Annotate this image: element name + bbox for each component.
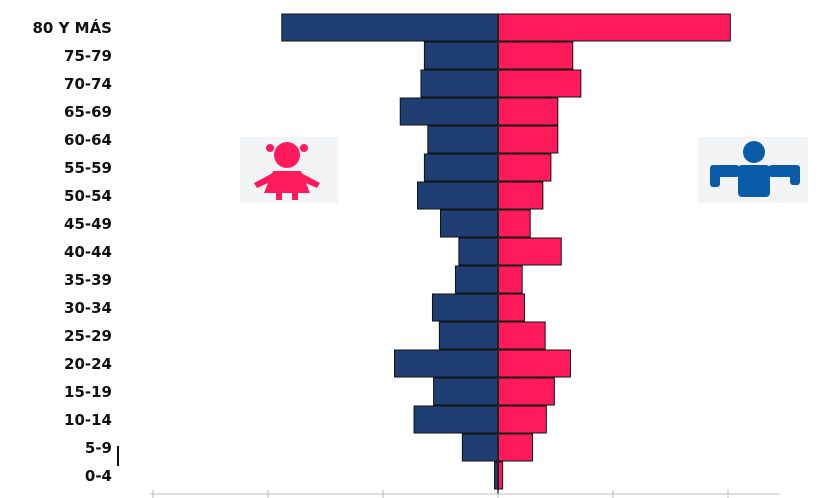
bar-right-15 [497,433,533,462]
bar-right-2 [497,69,582,98]
category-label-15: 5-9 [85,439,112,457]
bar-right-0 [497,13,731,42]
category-label-5: 55-59 [64,159,112,177]
bar-left-6 [417,181,499,210]
bar-right-9 [497,265,523,294]
bar-left-15 [461,433,499,462]
category-label-2: 70-74 [64,75,112,93]
bar-right-3 [497,97,559,126]
bar-left-1 [423,41,499,70]
bar-left-5 [423,153,499,182]
bar-left-8 [458,237,499,266]
category-label-11: 25-29 [64,327,112,345]
bar-left-10 [431,293,499,322]
category-label-6: 50-54 [64,187,112,205]
bar-left-11 [438,321,499,350]
bar-right-13 [497,377,555,406]
category-label-3: 65-69 [64,103,112,121]
bar-left-7 [440,209,499,238]
category-label-16: 0-4 [85,467,112,485]
bar-right-6 [497,181,544,210]
category-label-13: 15-19 [64,383,112,401]
bar-right-12 [497,349,571,378]
bar-left-9 [454,265,499,294]
category-label-1: 75-79 [64,47,112,65]
boy-icon [698,137,808,203]
bar-right-8 [497,237,562,266]
bars-left-series [281,13,499,490]
bar-right-5 [497,153,552,182]
category-label-12: 20-24 [64,355,112,373]
bar-right-1 [497,41,574,70]
bar-left-0 [281,13,499,42]
bar-left-14 [413,405,499,434]
x-axis-ticks [152,490,729,498]
bar-right-4 [497,125,559,154]
category-label-7: 45-49 [64,215,112,233]
bars-right-series [497,13,731,490]
bar-right-10 [497,293,525,322]
bar-left-2 [420,69,499,98]
bar-right-11 [497,321,546,350]
bar-left-12 [394,349,499,378]
category-label-8: 40-44 [64,243,112,261]
category-label-0: 80 Y MÁS [32,18,112,37]
bar-right-7 [497,209,531,238]
category-label-4: 60-64 [64,131,112,149]
bar-left-13 [433,377,499,406]
category-labels: 80 Y MÁS 75-79 70-74 65-69 60-64 55-59 50-54 45… [32,18,112,485]
category-label-14: 10-14 [64,411,112,429]
girl-icon [240,137,338,203]
bar-left-4 [427,125,499,154]
bar-right-14 [497,405,547,434]
bar-left-3 [399,97,499,126]
category-label-10: 30-34 [64,299,112,317]
category-label-9: 35-39 [64,271,112,289]
